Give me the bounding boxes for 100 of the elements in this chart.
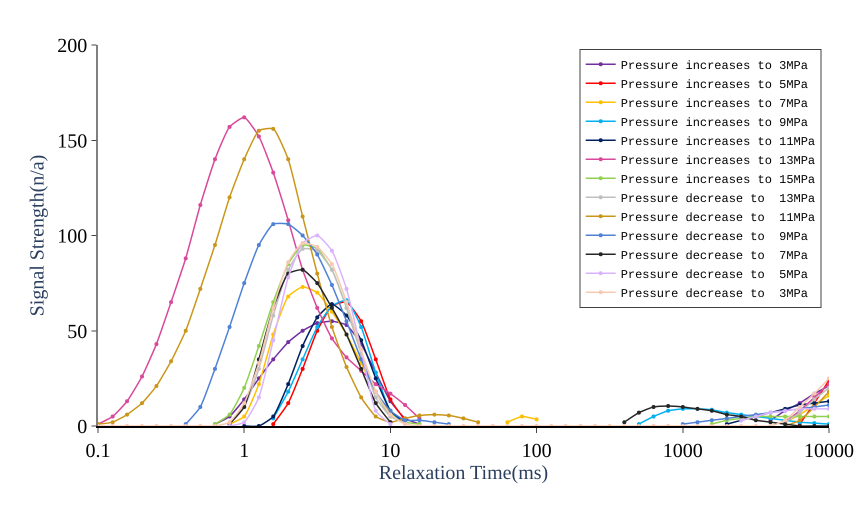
point [359, 324, 364, 329]
y-axis-title: Signal Strength(n/a) [26, 154, 48, 316]
point [359, 395, 364, 400]
point [110, 414, 115, 418]
x-tick-label: 100 [522, 440, 552, 462]
point [242, 157, 246, 162]
point [286, 294, 290, 298]
point [271, 170, 276, 175]
point [359, 319, 364, 324]
point [140, 401, 144, 406]
point [242, 401, 246, 406]
point [300, 357, 305, 362]
point [154, 384, 158, 388]
point [330, 324, 334, 329]
point [695, 420, 700, 424]
point [300, 246, 305, 251]
point [286, 390, 290, 394]
point [198, 404, 202, 409]
point [461, 416, 466, 420]
point [652, 414, 656, 418]
point [154, 342, 158, 346]
point [300, 234, 305, 238]
point [374, 414, 378, 418]
point [754, 418, 758, 422]
point [330, 283, 334, 288]
legend-label: Pressure increases to 3MPa [620, 58, 808, 73]
point [666, 408, 670, 413]
legend-label: Pressure decrease to 13MPa [620, 192, 816, 206]
legend-label: Pressure increases to 7MPa [620, 96, 808, 111]
point [636, 410, 641, 415]
point [242, 115, 246, 120]
point [300, 366, 305, 371]
point [256, 128, 261, 133]
point [344, 355, 349, 360]
point [652, 404, 656, 409]
point [286, 340, 290, 344]
point [242, 281, 246, 286]
point [446, 414, 451, 418]
point [256, 395, 261, 400]
point [315, 281, 320, 286]
legend-label: Pressure increases to 9MPa [620, 116, 808, 130]
point [330, 336, 334, 340]
legend-label: Pressure increases to 5MPa [620, 78, 808, 92]
point [505, 420, 510, 424]
point [169, 359, 174, 364]
point [256, 361, 261, 366]
point [198, 286, 202, 291]
point [666, 404, 670, 408]
point [374, 408, 378, 413]
y-tick-label: 50 [67, 320, 88, 343]
point [315, 306, 320, 310]
point [286, 222, 290, 226]
point [125, 399, 130, 404]
x-tick-label: 0.1 [86, 440, 110, 462]
point [228, 124, 232, 129]
point [315, 234, 320, 238]
legend-label: Pressure decrease to 5MPa [620, 268, 808, 282]
point [300, 284, 305, 289]
point [520, 414, 524, 418]
legend-label: Pressure decrease to 7MPa [620, 248, 808, 263]
point [330, 248, 334, 253]
point [286, 218, 290, 222]
point [286, 401, 290, 406]
point [300, 344, 305, 348]
point [374, 401, 378, 406]
legend-label: Pressure decrease to 3MPa [620, 286, 808, 301]
point [403, 403, 408, 408]
point [388, 392, 392, 396]
point [228, 195, 232, 200]
y-tick-label: 0 [77, 416, 88, 438]
point [315, 252, 320, 257]
point [286, 268, 290, 272]
point [374, 382, 378, 386]
legend-label: Pressure decrease to 9MPa [620, 230, 808, 244]
legend-label: Pressure decrease to 11MPa [620, 210, 816, 225]
point [256, 344, 261, 348]
x-tick-label: 1 [239, 440, 250, 462]
point [271, 357, 276, 362]
point [242, 420, 246, 424]
point [300, 214, 305, 218]
point [169, 300, 174, 304]
point [212, 366, 217, 371]
point [315, 324, 320, 329]
y-tick-label: 100 [57, 226, 88, 248]
point [184, 256, 188, 260]
point [198, 203, 202, 208]
point [286, 157, 290, 162]
point [432, 412, 436, 417]
y-tick-label: 200 [57, 35, 88, 57]
line-series [98, 241, 829, 426]
point [256, 134, 261, 138]
point [315, 315, 320, 320]
point [344, 286, 349, 291]
legend-label: Pressure increases to 13MPa [620, 154, 816, 168]
x-tick-label: 1000 [662, 440, 703, 462]
point [374, 376, 378, 380]
x-tick-label: 10 [380, 440, 400, 462]
point [256, 382, 261, 386]
point [271, 222, 276, 226]
y-tick-label: 150 [57, 130, 88, 152]
